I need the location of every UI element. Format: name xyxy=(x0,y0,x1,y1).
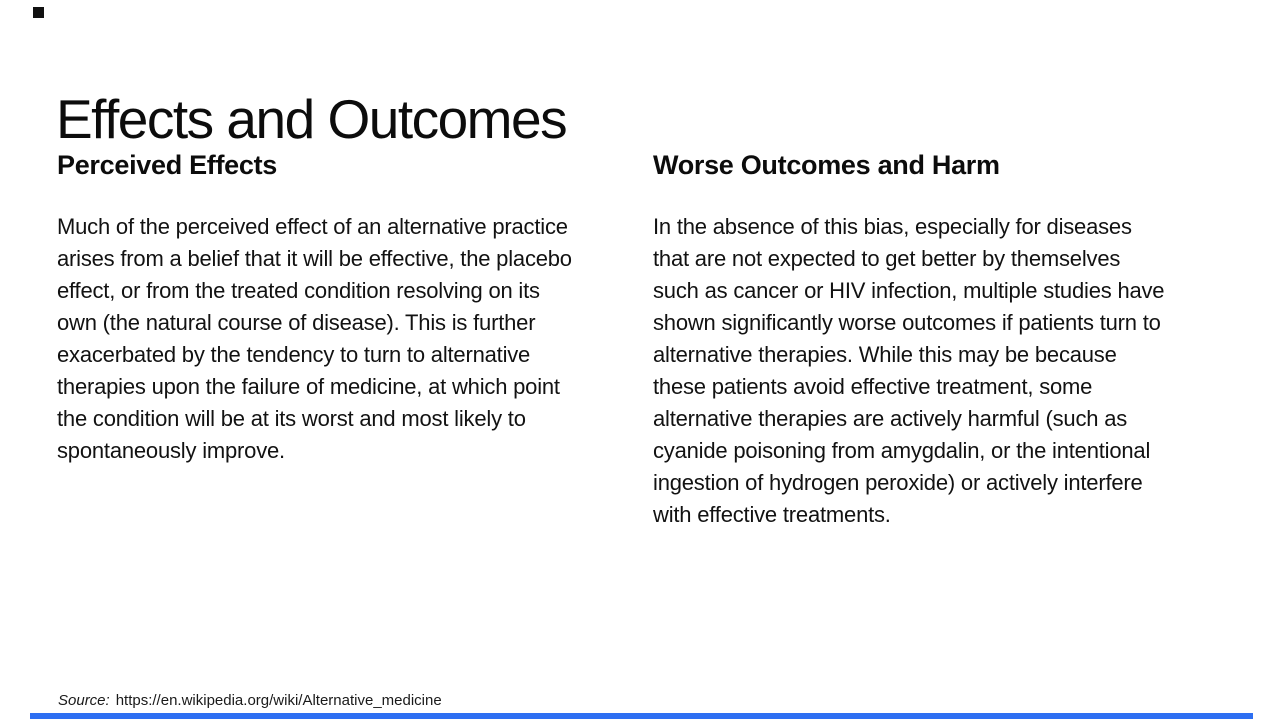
slide-title: Effects and Outcomes xyxy=(56,87,568,150)
source-citation: Source: https://en.wikipedia.org/wiki/Alt… xyxy=(58,692,442,709)
column-body-perceived-effects: Much of the perceived effect of an alter… xyxy=(57,214,572,463)
column-heading-worse-outcomes: Worse Outcomes and Harm xyxy=(653,150,1000,180)
column-perceived-effects: Perceived Effects Much of the perceived … xyxy=(57,148,573,531)
source-url: https://en.wikipedia.org/wiki/Alternativ… xyxy=(115,692,442,709)
two-column-layout: Perceived Effects Much of the perceived … xyxy=(57,148,1169,531)
slide-progress-bar xyxy=(30,713,1253,719)
column-worse-outcomes: Worse Outcomes and Harm In the absence o… xyxy=(653,148,1169,531)
column-heading-perceived-effects: Perceived Effects xyxy=(57,150,278,180)
logo-square xyxy=(33,7,44,18)
source-label: Source: xyxy=(58,692,110,709)
column-body-worse-outcomes: In the absence of this bias, especially … xyxy=(653,214,1165,527)
